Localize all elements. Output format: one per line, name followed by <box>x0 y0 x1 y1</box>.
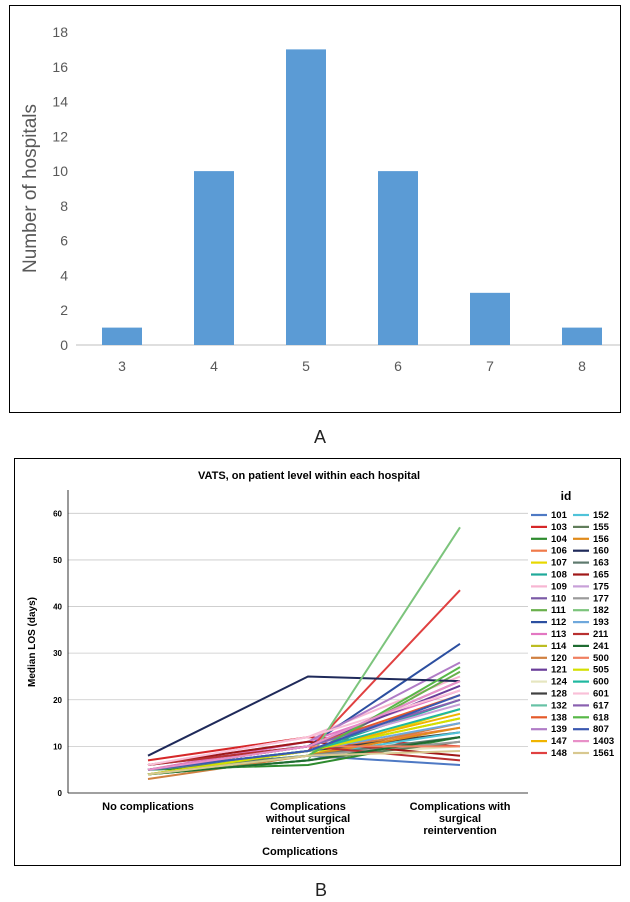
x-tick-label: Complications with <box>410 801 511 813</box>
y-tick-label: 20 <box>53 696 62 705</box>
legend-label-163: 163 <box>593 558 609 569</box>
legend-label-618: 618 <box>593 712 609 723</box>
y-tick-label: 50 <box>53 556 62 565</box>
legend-label-132: 132 <box>551 700 567 711</box>
legend-label-110: 110 <box>551 593 566 604</box>
legend-label-155: 155 <box>593 522 610 533</box>
legend-label-807: 807 <box>593 724 609 735</box>
legend-label-120: 120 <box>551 653 567 664</box>
x-tick-label: 5 <box>302 358 310 374</box>
series-line-807 <box>147 694 461 771</box>
legend-label-601: 601 <box>593 689 610 700</box>
y-tick-label: 8 <box>60 198 68 214</box>
legend-label-107: 107 <box>551 558 567 569</box>
y-tick-label: 0 <box>58 789 63 798</box>
bar <box>102 327 142 345</box>
legend-label-112: 112 <box>551 617 566 628</box>
legend-label-175: 175 <box>593 581 610 592</box>
panel-b-label: B <box>315 880 328 900</box>
los-line-chart: VATS, on patient level within each hospi… <box>27 470 615 858</box>
x-tick-label: 3 <box>118 358 126 374</box>
legend-label-108: 108 <box>551 570 567 581</box>
legend-label-241: 241 <box>593 641 610 652</box>
legend-label-193: 193 <box>593 617 609 628</box>
legend-label-1403: 1403 <box>593 736 614 747</box>
y-tick-label: 14 <box>52 94 68 110</box>
panel-a-label: A <box>314 427 327 447</box>
x-axis-title: Complications <box>262 846 338 858</box>
y-axis-title: Number of hospitals <box>20 104 41 273</box>
legend-label-147: 147 <box>551 736 567 747</box>
y-tick-label: 0 <box>60 337 68 353</box>
y-tick-label: 16 <box>52 59 68 75</box>
legend-label-101: 101 <box>551 510 568 521</box>
legend-label-211: 211 <box>593 629 609 640</box>
bar <box>562 327 602 345</box>
legend-label-177: 177 <box>593 593 609 604</box>
legend-label-152: 152 <box>593 510 609 521</box>
legend-label-121: 121 <box>551 665 568 676</box>
x-tick-label: 6 <box>394 358 402 374</box>
legend-label-505: 505 <box>593 665 610 676</box>
x-tick-label: 8 <box>578 358 586 374</box>
x-tick-label: Complications <box>270 801 346 813</box>
y-tick-label: 10 <box>52 163 68 179</box>
y-tick-label: 12 <box>52 128 68 144</box>
legend-label-113: 113 <box>551 629 566 640</box>
series-line-1403 <box>147 680 461 771</box>
legend-label-182: 182 <box>593 605 609 616</box>
legend-label-114: 114 <box>551 641 567 652</box>
series-line-241 <box>147 736 461 776</box>
series-line-160 <box>147 675 461 757</box>
x-tick-label: without surgical <box>265 813 350 825</box>
legend-label-500: 500 <box>593 653 609 664</box>
x-tick-label: 4 <box>210 358 218 374</box>
legend-label-104: 104 <box>551 534 568 545</box>
y-tick-label: 6 <box>60 233 68 249</box>
y-tick-label: 4 <box>60 267 68 283</box>
legend-label-109: 109 <box>551 581 567 592</box>
legend-label-148: 148 <box>551 748 567 759</box>
hospital-count-bar-chart: 0 2 4 6 8 10 12 14 16 18 3 4 5 6 7 8 Number of hospitals <box>20 24 628 374</box>
legend-label-156: 156 <box>593 534 609 545</box>
legend-label-106: 106 <box>551 546 567 557</box>
x-tick-label: reintervention <box>271 825 345 837</box>
series-line-165 <box>147 740 461 766</box>
legend-label-124: 124 <box>551 677 568 688</box>
x-tick-label: 7 <box>486 358 494 374</box>
bar <box>470 292 510 345</box>
legend-label-160: 160 <box>593 546 609 557</box>
bar <box>194 171 234 345</box>
legend-label-139: 139 <box>551 724 567 735</box>
series-line-601 <box>147 689 461 766</box>
x-tick-label: reintervention <box>423 825 497 837</box>
y-tick-label: 2 <box>60 302 68 318</box>
x-tick-label: No complications <box>102 801 194 813</box>
y-tick-label: 10 <box>53 742 62 751</box>
bar <box>378 171 418 345</box>
chart-title: VATS, on patient level within each hospi… <box>198 470 420 482</box>
legend-label-103: 103 <box>551 522 567 533</box>
panel-a-chart: 0 2 4 6 8 10 12 14 16 18 3 4 5 6 7 8 Number of hospitals <box>9 5 628 413</box>
bar <box>286 49 326 346</box>
legend-title: id <box>561 489 572 503</box>
y-tick-label: 40 <box>53 603 62 612</box>
legend-label-600: 600 <box>593 677 609 688</box>
y-tick-label: 30 <box>53 649 62 658</box>
legend-label-1561: 1561 <box>593 748 615 759</box>
panel-b-chart: VATS, on patient level within each hospi… <box>14 458 621 866</box>
y-tick-label: 18 <box>52 24 68 40</box>
legend-label-138: 138 <box>551 712 567 723</box>
y-tick-label: 60 <box>53 509 62 518</box>
x-tick-label: surgical <box>439 813 481 825</box>
y-axis-title: Median LOS (days) <box>27 597 38 687</box>
legend-label-128: 128 <box>551 689 567 700</box>
legend-label-165: 165 <box>593 570 610 581</box>
series-line-1561 <box>147 750 461 776</box>
legend-label-111: 111 <box>551 605 567 616</box>
legend-label-617: 617 <box>593 700 609 711</box>
